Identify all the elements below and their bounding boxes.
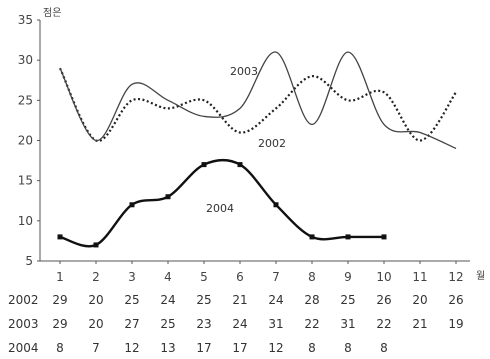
- table-cell: 8: [308, 341, 316, 355]
- y-tick-label: 15: [18, 174, 33, 188]
- y-tick-label: 5: [25, 254, 33, 268]
- table-cell: 24: [268, 293, 283, 307]
- series-point-2004: [345, 234, 351, 240]
- x-tick-label: 3: [128, 270, 136, 284]
- table-row-year: 2003: [8, 317, 39, 331]
- series-point-2004: [165, 194, 171, 200]
- table-cell: 17: [196, 341, 211, 355]
- x-tick-label: 5: [200, 270, 208, 284]
- y-tick-label: 20: [18, 134, 33, 148]
- table-cell: 13: [160, 341, 175, 355]
- table-cell: 25: [160, 317, 175, 331]
- table-cell: 17: [232, 341, 247, 355]
- x-tick-label: 1: [56, 270, 64, 284]
- x-tick-label: 8: [308, 270, 316, 284]
- table-cell: 8: [344, 341, 352, 355]
- x-tick-label: 2: [92, 270, 100, 284]
- x-tick-label: 11: [412, 270, 427, 284]
- table-cell: 24: [160, 293, 175, 307]
- series-line-2002: [59, 67, 457, 142]
- table-row-year: 2002: [8, 293, 39, 307]
- series-point-2004: [93, 242, 99, 248]
- table-cell: 23: [196, 317, 211, 331]
- x-unit-label: 월: [476, 270, 485, 282]
- x-tick-label: 12: [448, 270, 463, 284]
- series-label-2003: 2003: [230, 65, 258, 78]
- table-cell: 25: [124, 293, 139, 307]
- table-cell: 20: [412, 293, 427, 307]
- table-cell: 21: [412, 317, 427, 331]
- table-cell: 12: [268, 341, 283, 355]
- table-cell: 8: [56, 341, 64, 355]
- series-point-2004: [381, 234, 387, 240]
- series-point-2004: [201, 162, 207, 168]
- table-cell: 29: [52, 317, 67, 331]
- y-tick-label: 30: [18, 53, 33, 67]
- y-unit-label: 점은: [43, 7, 61, 19]
- table-cell: 25: [196, 293, 211, 307]
- y-tick-label: 25: [18, 93, 33, 107]
- series-point-2004: [129, 202, 135, 208]
- table-cell: 28: [304, 293, 319, 307]
- table-cell: 29: [52, 293, 67, 307]
- data-table: 2002 29 20 25 24 25 21 24 28 25 26 20 26 2003 29 20 27 25…: [8, 293, 464, 355]
- table-cell: 26: [448, 293, 463, 307]
- labels-layer: 2002 2003 2004: [206, 65, 286, 215]
- table-cell: 31: [268, 317, 283, 331]
- table-cell: 22: [376, 317, 391, 331]
- x-tick-label: 6: [236, 270, 244, 284]
- table-cell: 31: [340, 317, 355, 331]
- series-layer: [57, 51, 457, 248]
- y-tick-label: 35: [18, 13, 33, 27]
- table-cell: 27: [124, 317, 139, 331]
- series-point-2004: [309, 234, 315, 240]
- series-label-2002: 2002: [258, 137, 286, 150]
- series-line-2004: [59, 158, 384, 248]
- table-cell: 7: [92, 341, 100, 355]
- table-cell: 20: [88, 317, 103, 331]
- table-cell: 21: [232, 293, 247, 307]
- table-cell: 26: [376, 293, 391, 307]
- series-label-2004: 2004: [206, 202, 234, 215]
- x-tick-label: 10: [376, 270, 391, 284]
- y-tick-label: 10: [18, 214, 33, 228]
- table-row-year: 2004: [8, 341, 39, 355]
- series-point-2004: [273, 202, 279, 208]
- series-point-2004: [57, 234, 63, 240]
- series-line-2003: [59, 51, 457, 150]
- table-cell: 19: [448, 317, 463, 331]
- table-cell: 22: [304, 317, 319, 331]
- table-cell: 12: [124, 341, 139, 355]
- table-cell: 8: [380, 341, 388, 355]
- series-point-2004: [237, 162, 243, 168]
- x-tick-label: 4: [164, 270, 172, 284]
- x-tick-label: 7: [272, 270, 280, 284]
- table-cell: 20: [88, 293, 103, 307]
- x-tick-label: 9: [344, 270, 352, 284]
- table-cell: 24: [232, 317, 247, 331]
- table-cell: 25: [340, 293, 355, 307]
